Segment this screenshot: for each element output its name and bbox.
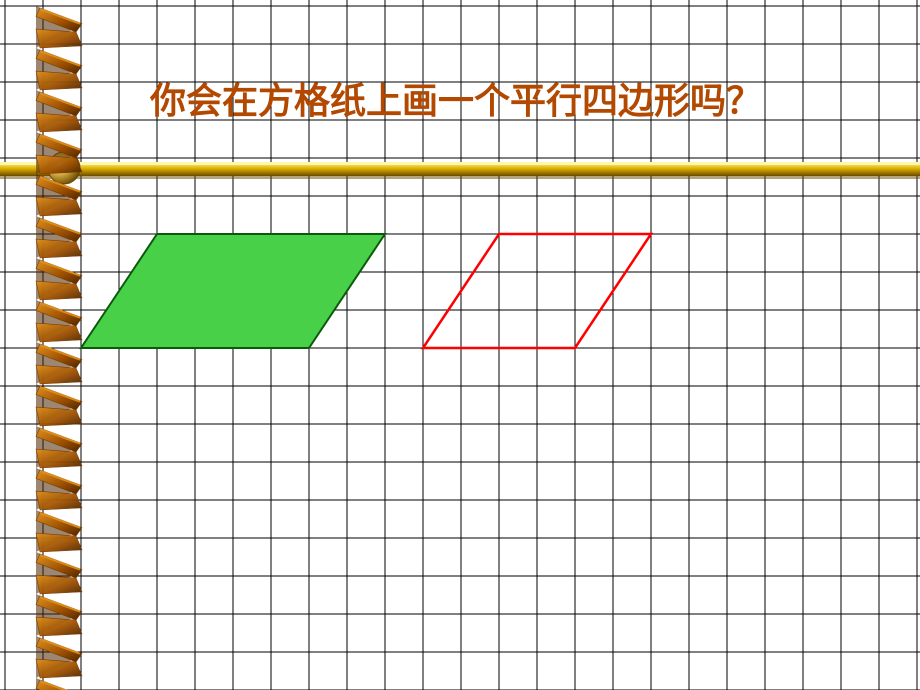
shapes-layer [81,234,651,348]
page-title: 你会在方格纸上画一个平行四边形吗？ [150,72,762,124]
ribbon-layer [0,152,920,184]
slide-canvas: 你会在方格纸上画一个平行四边形吗？ [0,0,920,690]
green-parallelogram [81,234,385,348]
